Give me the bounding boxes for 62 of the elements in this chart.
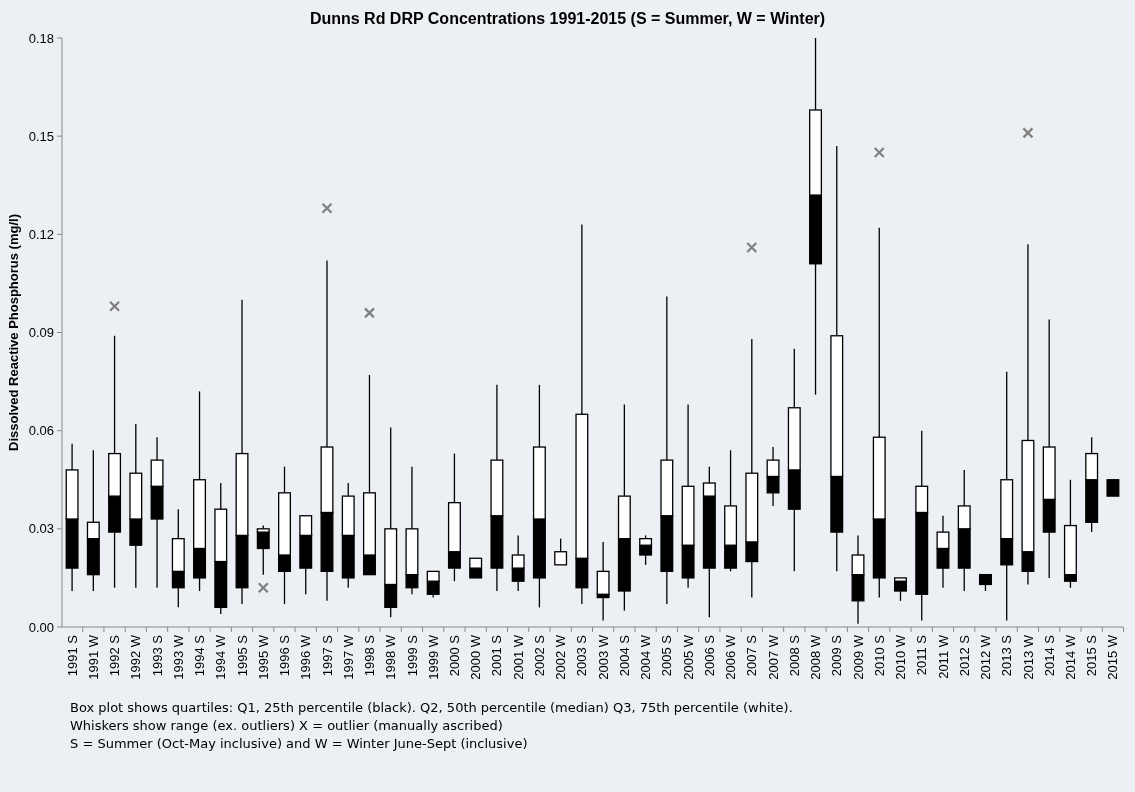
x-tick-label: 2002 W [553,634,569,680]
x-tick-label: 1993 W [170,634,186,680]
x-tick-label: 2008 S [786,634,802,677]
x-tick-label: 2008 W [808,634,824,680]
y-axis-title: Dissolved Reactive Phosphorus (mg/l) [6,214,21,451]
x-tick-label: 2011 S [914,634,930,676]
x-tick-label: 2005 W [680,634,696,680]
x-tick-label: 2003 S [574,634,590,677]
x-tick-label: 2010 S [871,634,887,677]
x-tick-label: 2012 S [956,634,972,677]
x-tick-label: 2010 W [893,634,909,680]
x-tick-label: 2000 W [468,634,484,680]
x-tick-label: 1995 S [234,634,250,677]
x-tick-label: 2007 S [744,634,760,677]
text: Box plot shows quartiles: Q1, 25th percentile (black). Q2, 50th percentile (median) Q3, 75th percentile (white). [70,700,793,715]
x-tick-label: 2015 S [1084,634,1100,677]
x-tick-label: 1996 W [298,634,314,680]
x-tick-label: 2004 W [638,634,654,680]
x-tick-label: 1998 W [383,634,399,680]
x-tick-label: 2009 S [829,634,845,677]
x-tick-label: 2004 S [616,634,632,677]
x-tick-label: 2011 W [935,634,951,679]
x-tick-label: 2006 S [701,634,717,677]
chart-title: Dunns Rd DRP Concentrations 1991-2015 (S = Summer, W = Winter) [309,10,826,27]
y-tick-label: 0.09 [28,325,54,341]
x-tick-label: 1997 W [340,634,356,680]
x-tick-label: 2003 W [595,634,611,680]
text: S = Summer (Oct-May inclusive) and W = Winter June-Sept (inclusive) [70,736,528,751]
x-tick-label: 1996 S [277,634,293,677]
x-tick-label: 2005 S [659,634,675,677]
y-tick-label: 0.00 [28,619,54,635]
x-tick-label: 2001 W [510,634,526,680]
x-tick-label: 1999 W [425,634,441,680]
x-tick-label: 2002 S [531,634,547,677]
y-tick-label: 0.15 [28,128,54,144]
x-tick-label: 2013 S [999,634,1015,677]
x-tick-label: 1999 S [404,634,420,677]
y-tick-label: 0.06 [28,423,54,439]
x-tick-label: 2014 W [1062,634,1078,680]
x-tick-label: 1994 S [192,634,208,677]
x-tick-label: 2001 S [489,634,505,677]
x-tick-label: 2013 W [1020,634,1036,680]
x-tick-label: 1998 S [362,634,378,677]
x-tick-label: 1991 S [64,634,80,677]
x-tick-label: 1992 W [128,634,144,680]
x-tick-label: 2012 W [978,634,994,680]
y-tick-label: 0.03 [28,521,54,537]
x-tick-label: 2006 W [723,634,739,680]
x-tick-label: 1992 S [107,634,123,677]
x-tick-label: 1997 S [319,634,335,677]
x-tick-label: 2009 W [850,634,866,680]
x-tick-label: 1991 W [85,634,101,680]
x-tick-label: 2015 W [1105,634,1121,680]
x-tick-label: 2000 S [446,634,462,677]
y-tick-label: 0.12 [28,226,54,242]
x-tick-label: 1995 W [255,634,271,680]
text: Whiskers show range (ex. outliers) X = outlier (manually ascribed) [70,718,503,733]
y-tick-label: 0.18 [28,30,54,46]
x-tick-label: 1993 S [149,634,165,677]
x-tick-label: 1994 W [213,634,229,680]
x-tick-label: 2014 S [1041,634,1057,677]
x-tick-label: 2007 W [765,634,781,680]
